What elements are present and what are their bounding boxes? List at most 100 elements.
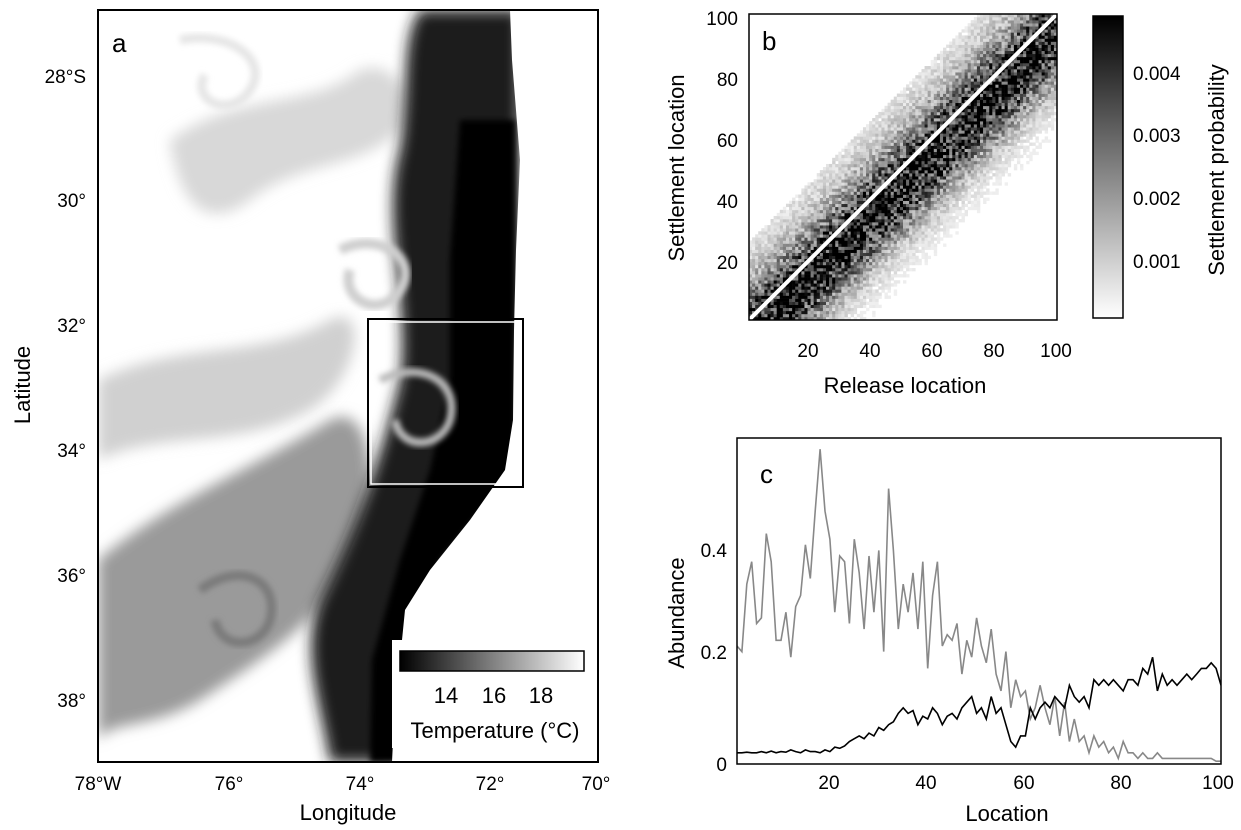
heatmap-cell <box>983 151 987 156</box>
heatmap-cell <box>804 219 808 223</box>
heatmap-cell <box>976 127 981 131</box>
eddy-swirl-1 <box>337 238 411 310</box>
heatmap-cell <box>946 145 950 149</box>
heatmap-cell <box>933 108 938 113</box>
heatmap-cell <box>875 197 879 201</box>
heatmap-cell <box>939 62 944 67</box>
heatmap-cell <box>958 127 962 131</box>
heatmap-cell <box>801 301 805 305</box>
heatmap-cell <box>862 234 867 238</box>
heatmap-cell <box>829 173 833 177</box>
heatmap-cell <box>835 252 839 257</box>
heatmap-cell <box>915 133 919 137</box>
heatmap-cell <box>986 38 990 42</box>
heatmap-cell <box>912 87 916 91</box>
heatmap-cell <box>884 142 888 146</box>
heatmap-cell <box>841 292 845 296</box>
heatmap-cell <box>847 310 851 315</box>
heatmap-cell <box>850 219 855 223</box>
heatmap-cell <box>983 148 987 152</box>
heatmap-cell <box>980 41 984 45</box>
heatmap-cell <box>918 111 922 116</box>
heatmap-cell <box>943 194 947 198</box>
heatmap-cell <box>835 185 839 189</box>
heatmap-cell <box>970 26 975 30</box>
heatmap-cell <box>853 148 858 152</box>
heatmap-cell <box>782 304 787 309</box>
heatmap-cell <box>1007 127 1012 131</box>
heatmap-cell <box>767 225 771 229</box>
heatmap-cell <box>841 243 845 247</box>
heatmap-cell <box>869 151 873 156</box>
heatmap-cell <box>924 163 928 168</box>
heatmap-cell <box>1026 20 1030 24</box>
heatmap-cell <box>909 212 913 217</box>
heatmap-cell <box>903 252 907 257</box>
heatmap-cell <box>869 228 873 232</box>
heatmap-cell <box>822 295 827 299</box>
heatmap-cell <box>946 234 950 238</box>
heatmap-cell <box>859 310 864 315</box>
heatmap-cell <box>1032 23 1036 27</box>
heatmap-cell <box>875 267 879 272</box>
heatmap-cell <box>961 87 965 91</box>
heatmap-cell <box>921 176 925 180</box>
panel-a-y-tick: 34° <box>57 441 86 462</box>
heatmap-cell <box>909 176 913 180</box>
heatmap-cell <box>946 72 950 76</box>
heatmap-cell <box>761 228 765 232</box>
heatmap-cell <box>927 197 932 201</box>
heatmap-cell <box>899 114 904 119</box>
heatmap-cell <box>970 75 975 79</box>
heatmap-cell <box>964 56 968 61</box>
heatmap-cell <box>822 219 827 223</box>
heatmap-cell <box>955 84 959 88</box>
heatmap-cell <box>798 304 802 309</box>
heatmap-cell <box>838 283 842 287</box>
heatmap-cell <box>776 237 781 241</box>
heatmap-cell <box>912 246 916 250</box>
heatmap-cell <box>958 44 962 48</box>
heatmap-cell <box>789 289 793 293</box>
heatmap-cell <box>847 298 851 302</box>
heatmap-cell <box>998 124 1002 128</box>
heatmap-cell <box>896 96 901 100</box>
heatmap-cell <box>832 167 836 171</box>
heatmap-cell <box>1013 59 1018 64</box>
heatmap-cell <box>887 277 891 281</box>
heatmap-cell <box>835 274 839 278</box>
heatmap-cell <box>859 182 864 186</box>
heatmap-cell <box>832 261 836 266</box>
heatmap-cell <box>973 111 978 116</box>
heatmap-cell <box>967 78 972 82</box>
heatmap-cell <box>841 249 845 253</box>
heatmap-cell <box>903 243 907 247</box>
heatmap-cell <box>1026 44 1030 48</box>
heatmap-cell <box>943 225 947 229</box>
heatmap-cell <box>890 264 895 269</box>
heatmap-cell <box>838 179 842 183</box>
heatmap-cell <box>958 38 962 42</box>
heatmap-cell <box>869 145 873 149</box>
heatmap-cell <box>804 289 808 293</box>
heatmap-cell <box>906 234 910 238</box>
heatmap-cell <box>899 99 904 104</box>
heatmap-cell <box>1032 102 1036 107</box>
heatmap-cell <box>773 234 778 238</box>
heatmap-cell <box>826 170 830 174</box>
heatmap-cell <box>1007 130 1012 134</box>
heatmap-cell <box>832 188 836 192</box>
heatmap-cell <box>995 35 999 39</box>
heatmap-cell <box>890 277 895 281</box>
heatmap-cell <box>967 62 972 67</box>
heatmap-cell <box>810 289 814 293</box>
heatmap-cell <box>795 237 799 241</box>
heatmap-cell <box>893 167 898 171</box>
heatmap-cell <box>878 203 882 208</box>
heatmap-cell <box>872 148 876 152</box>
heatmap-cell <box>779 310 784 315</box>
heatmap-cell <box>878 249 882 253</box>
heatmap-cell <box>1038 108 1042 113</box>
heatmap-cell <box>952 163 956 168</box>
heatmap-cell <box>853 206 858 211</box>
